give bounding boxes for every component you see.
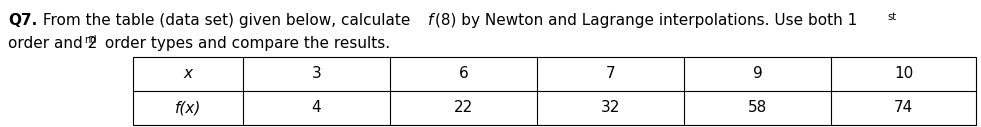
Text: From the table (data set) given below, calculate: From the table (data set) given below, c… — [38, 13, 415, 28]
Text: 7: 7 — [605, 67, 615, 82]
Text: order types and compare the results.: order types and compare the results. — [100, 36, 390, 51]
Text: x: x — [183, 67, 192, 82]
Text: 32: 32 — [600, 100, 620, 115]
Text: st: st — [887, 12, 896, 22]
Text: 4: 4 — [312, 100, 322, 115]
Text: f: f — [428, 13, 434, 28]
Text: 22: 22 — [454, 100, 473, 115]
Text: 74: 74 — [894, 100, 913, 115]
Text: nd: nd — [84, 35, 96, 45]
Text: 9: 9 — [752, 67, 762, 82]
Text: Q7.: Q7. — [8, 13, 37, 28]
Text: 3: 3 — [312, 67, 322, 82]
Text: (8) by Newton and Lagrange interpolations. Use both 1: (8) by Newton and Lagrange interpolation… — [435, 13, 857, 28]
Text: f(x): f(x) — [175, 100, 201, 115]
Text: 10: 10 — [894, 67, 913, 82]
Text: order and 2: order and 2 — [8, 36, 97, 51]
Text: 58: 58 — [748, 100, 767, 115]
Text: 6: 6 — [459, 67, 468, 82]
Bar — [133, 57, 976, 125]
